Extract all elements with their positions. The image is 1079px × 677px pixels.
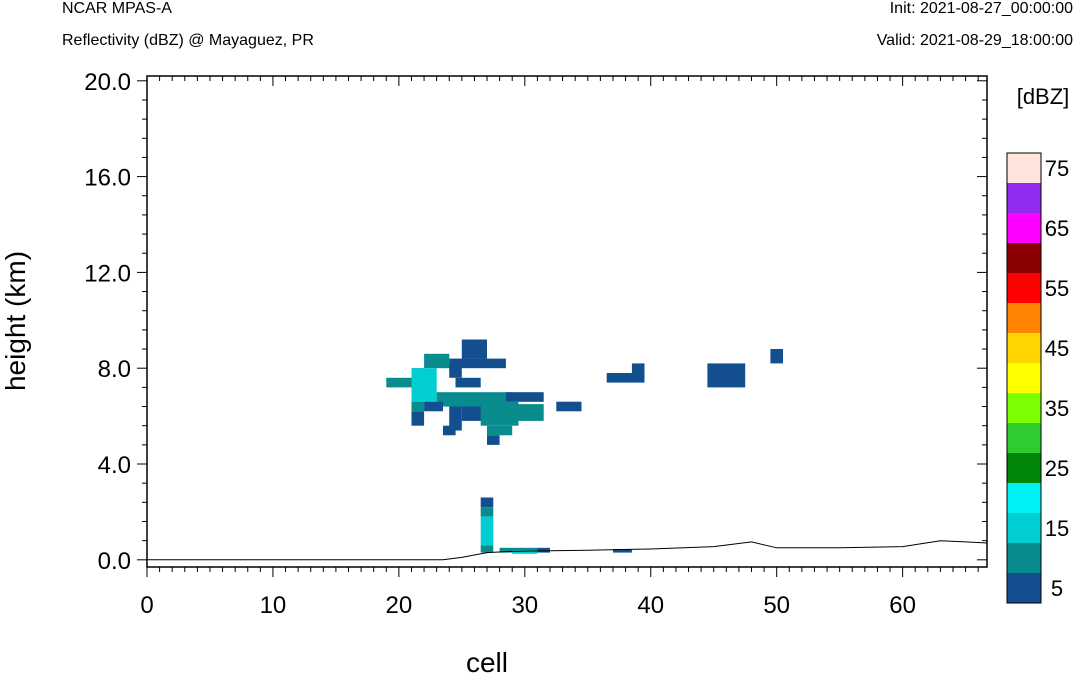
colorbar-swatch (1007, 243, 1041, 273)
colorbar-swatch (1007, 573, 1041, 603)
reflectivity-cell (480, 507, 494, 517)
reflectivity-cell (556, 401, 582, 412)
y-tick-label: 0.0 (98, 548, 131, 575)
colorbar-label: 25 (1045, 456, 1069, 481)
terrain-profile (147, 540, 988, 561)
colorbar-swatch (1007, 153, 1041, 183)
y-tick-label: 20.0 (84, 69, 131, 96)
colorbar-label: 35 (1045, 396, 1069, 421)
plot-background (147, 76, 987, 567)
colorbar-label: 5 (1051, 576, 1063, 601)
reflectivity-cell (537, 547, 550, 553)
model-name: NCAR MPAS-A (62, 0, 172, 17)
reflectivity-cell (443, 425, 456, 436)
reflectivity-cell (411, 368, 437, 402)
colorbar-swatch (1007, 213, 1041, 243)
colorbar-swatch (1007, 453, 1041, 483)
y-tick-label: 16.0 (84, 165, 131, 192)
reflectivity-cell (411, 411, 425, 426)
reflectivity-cell (455, 377, 481, 388)
reflectivity-cell (386, 377, 412, 388)
reflectivity-cell (707, 363, 746, 388)
x-tick-label: 10 (260, 592, 287, 619)
colorbar-swatch (1007, 183, 1041, 213)
reflectivity-cell (480, 516, 494, 546)
colorbar-swatch (1007, 513, 1041, 543)
reflectivity-cell (770, 349, 783, 364)
reflectivity-cell (512, 550, 538, 554)
reflectivity-cell (449, 363, 462, 378)
colorbar-swatch (1007, 393, 1041, 423)
reflectivity-cell (606, 373, 645, 383)
valid-time: Valid: 2021-08-29_18:00:00 (876, 32, 1073, 49)
reflectivity-cell (512, 404, 544, 421)
x-tick-label: 50 (763, 592, 790, 619)
y-tick-label: 4.0 (98, 452, 131, 479)
field-description: Reflectivity (dBZ) @ Mayaguez, PR (62, 32, 314, 49)
reflectivity-cell (424, 401, 443, 412)
colorbar-swatch (1007, 423, 1041, 453)
reflectivity-cell (449, 358, 506, 369)
reflectivity-cell (613, 549, 632, 553)
reflectivity-cell (480, 545, 494, 553)
colorbar-frame (1006, 152, 1042, 604)
y-axis-title: height (km) (0, 251, 31, 391)
x-tick-label: 30 (511, 592, 538, 619)
reflectivity-cell (411, 401, 425, 412)
x-tick-label: 0 (140, 592, 153, 619)
reflectivity-cell (449, 406, 462, 431)
reflectivity-cell (487, 425, 513, 436)
y-tick-label: 12.0 (84, 260, 131, 287)
colorbar-swatch (1007, 543, 1041, 573)
x-axis-title: cell (466, 647, 508, 677)
colorbar-label: 45 (1045, 336, 1069, 361)
colorbar-label: 65 (1045, 216, 1069, 241)
y-tick-label: 8.0 (98, 356, 131, 383)
colorbar-swatch (1007, 273, 1041, 303)
init-time: Init: 2021-08-27_00:00:00 (889, 0, 1073, 17)
colorbar-label: 55 (1045, 276, 1069, 301)
reflectivity-cell (631, 363, 645, 373)
reflectivity-cell (499, 547, 538, 553)
colorbar-swatch (1007, 483, 1041, 513)
colorbar-swatch (1007, 333, 1041, 363)
colorbar-label: 15 (1045, 516, 1069, 541)
axes: 0 10 20 30 40 50 60 0.0 4.0 8.0 12.0 16.0 20.0 cell he… (0, 69, 988, 677)
colorbar-legend: [dBZ] 5 15 25 35 45 55 65 75 (1006, 84, 1070, 604)
reflectivity-cell (487, 435, 500, 445)
colorbar-swatch (1007, 303, 1041, 333)
x-tick-label: 20 (386, 592, 413, 619)
terrain-line (147, 540, 988, 561)
colorbar-label: 75 (1045, 156, 1069, 181)
x-tick-label: 60 (889, 592, 916, 619)
reflectivity-cell (424, 353, 450, 369)
reflectivity-cell (461, 339, 487, 359)
reflectivity-cells (386, 339, 783, 554)
x-tick-label: 40 (637, 592, 664, 619)
reflectivity-cell (480, 497, 494, 508)
plot-area (147, 76, 987, 567)
colorbar-swatch (1007, 363, 1041, 393)
reflectivity-cell (505, 392, 544, 402)
plot-frame (146, 75, 988, 568)
colorbar-title: [dBZ] (1017, 84, 1070, 109)
